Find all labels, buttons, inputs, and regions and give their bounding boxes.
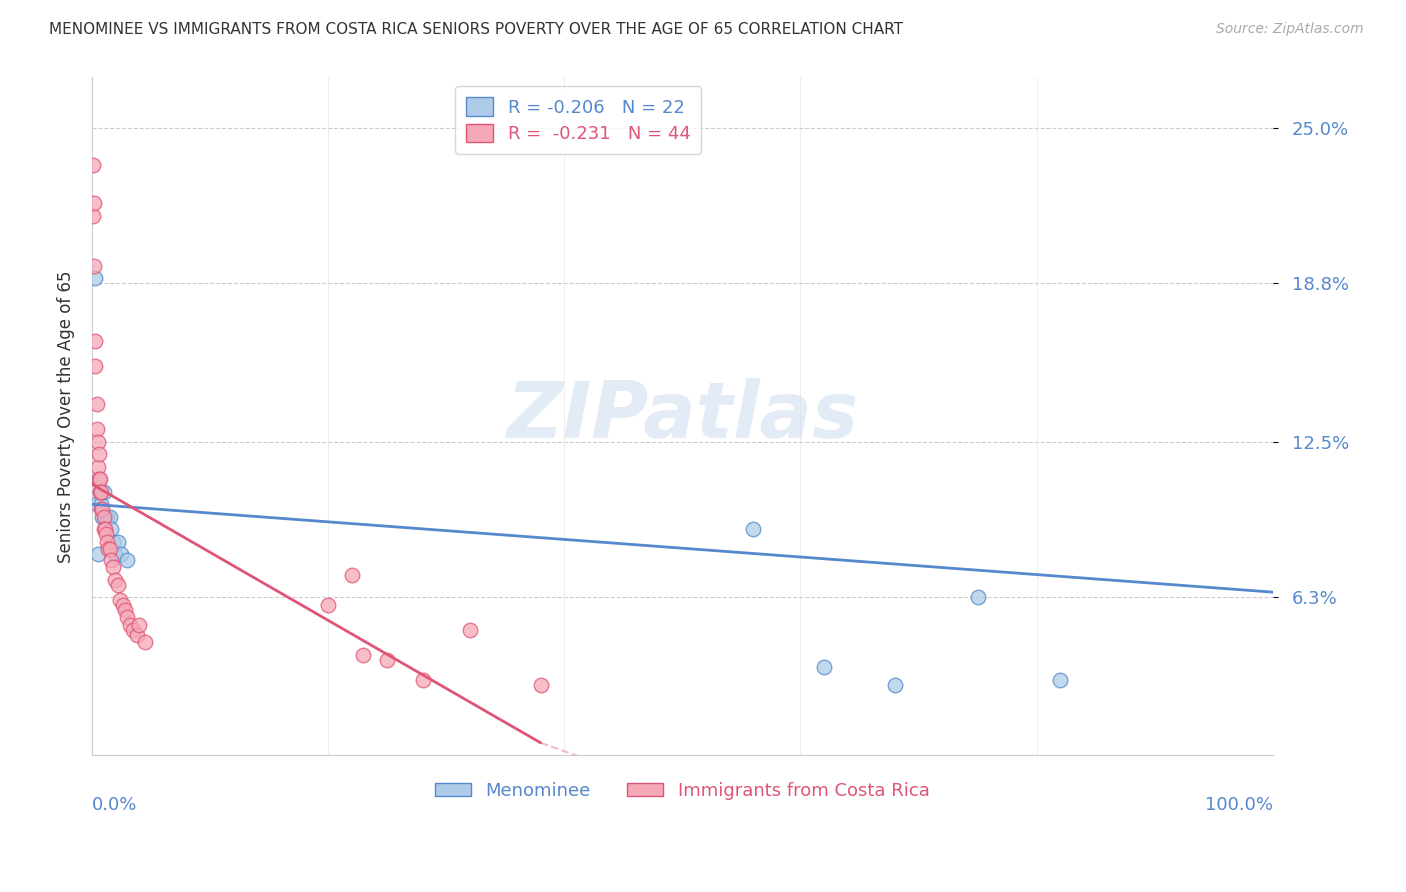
Point xyxy=(84,271,107,285)
Point xyxy=(104,548,127,562)
Point xyxy=(89,472,111,486)
Point xyxy=(87,472,110,486)
Point xyxy=(90,497,112,511)
Point xyxy=(117,610,139,624)
Point xyxy=(114,603,136,617)
Point xyxy=(94,522,117,536)
Point xyxy=(86,422,108,436)
Text: MENOMINEE VS IMMIGRANTS FROM COSTA RICA SENIORS POVERTY OVER THE AGE OF 65 CORRE: MENOMINEE VS IMMIGRANTS FROM COSTA RICA … xyxy=(49,22,903,37)
Point xyxy=(883,678,905,692)
Point xyxy=(353,648,375,662)
Point xyxy=(93,509,115,524)
Point xyxy=(412,673,434,687)
Point xyxy=(125,628,148,642)
Point xyxy=(91,509,114,524)
Point xyxy=(90,484,112,499)
Point xyxy=(111,598,134,612)
Point xyxy=(87,459,110,474)
Point xyxy=(94,509,117,524)
Point xyxy=(84,334,107,348)
Y-axis label: Seniors Poverty Over the Age of 65: Seniors Poverty Over the Age of 65 xyxy=(58,270,75,563)
Point xyxy=(91,502,114,516)
Point xyxy=(100,552,122,566)
Point xyxy=(110,548,132,562)
Point xyxy=(82,209,104,223)
Point xyxy=(118,617,141,632)
Point xyxy=(742,522,765,536)
Point xyxy=(89,484,111,499)
Point xyxy=(86,397,108,411)
Text: ZIPatlas: ZIPatlas xyxy=(506,378,859,454)
Point xyxy=(100,522,122,536)
Point xyxy=(93,522,115,536)
Point xyxy=(107,535,129,549)
Point xyxy=(87,472,110,486)
Point xyxy=(530,678,553,692)
Point xyxy=(340,567,363,582)
Point xyxy=(93,484,115,499)
Point xyxy=(375,653,398,667)
Point xyxy=(94,527,117,541)
Text: 0.0%: 0.0% xyxy=(91,796,138,814)
Point xyxy=(87,434,110,449)
Point xyxy=(98,542,121,557)
Point xyxy=(98,509,121,524)
Point xyxy=(458,623,481,637)
Point xyxy=(104,573,127,587)
Point xyxy=(83,196,105,211)
Point xyxy=(82,158,104,172)
Text: Source: ZipAtlas.com: Source: ZipAtlas.com xyxy=(1216,22,1364,37)
Point xyxy=(117,552,139,566)
Point xyxy=(87,447,110,461)
Point xyxy=(87,548,110,562)
Point xyxy=(84,359,107,374)
Point xyxy=(128,617,150,632)
Point xyxy=(966,590,988,604)
Point xyxy=(96,509,118,524)
Point xyxy=(107,577,129,591)
Legend: Menominee, Immigrants from Costa Rica: Menominee, Immigrants from Costa Rica xyxy=(427,775,936,807)
Point xyxy=(122,623,145,637)
Point xyxy=(108,592,131,607)
Text: 100.0%: 100.0% xyxy=(1205,796,1272,814)
Point xyxy=(134,635,156,649)
Point xyxy=(86,497,108,511)
Point xyxy=(83,259,105,273)
Point xyxy=(97,542,120,557)
Point xyxy=(101,560,124,574)
Point xyxy=(1049,673,1071,687)
Point xyxy=(813,660,835,674)
Point xyxy=(101,535,124,549)
Point xyxy=(89,484,111,499)
Point xyxy=(316,598,339,612)
Point xyxy=(90,502,112,516)
Point xyxy=(96,535,118,549)
